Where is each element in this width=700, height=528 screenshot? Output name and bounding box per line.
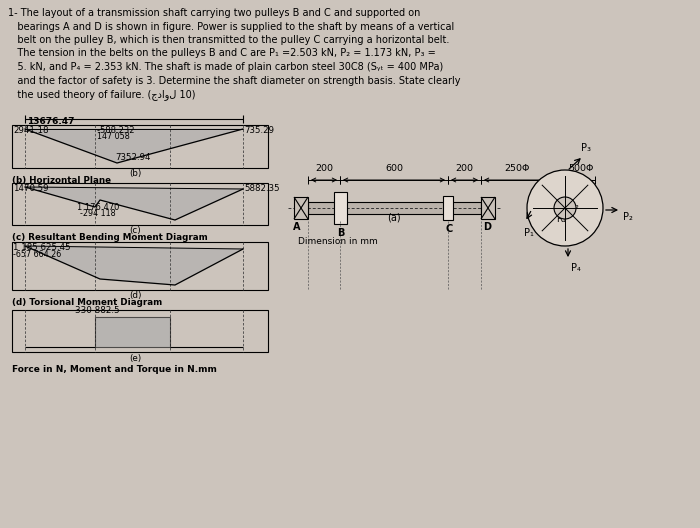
Text: 2941.18: 2941.18 bbox=[13, 126, 48, 135]
Bar bbox=[308, 202, 481, 214]
Text: P₁: P₁ bbox=[524, 228, 534, 238]
Text: -588 232: -588 232 bbox=[97, 126, 134, 135]
Polygon shape bbox=[25, 187, 243, 220]
Text: B: B bbox=[337, 228, 344, 238]
Text: Force in N, Moment and Torque in N.mm: Force in N, Moment and Torque in N.mm bbox=[12, 365, 217, 374]
Text: R₁: R₁ bbox=[556, 215, 566, 224]
Text: 200: 200 bbox=[315, 164, 333, 173]
Text: (c): (c) bbox=[129, 226, 141, 235]
Bar bbox=[12, 183, 268, 225]
Text: A: A bbox=[293, 222, 300, 232]
Bar bbox=[12, 125, 268, 168]
Text: C: C bbox=[445, 224, 452, 234]
Text: and the factor of safety is 3. Determine the shaft diameter on strength basis. S: and the factor of safety is 3. Determine… bbox=[8, 76, 461, 86]
Text: (e): (e) bbox=[129, 354, 141, 363]
Text: The tension in the belts on the pulleys B and C are P₁ =2.503 kN, P₂ = 1.173 kN,: The tension in the belts on the pulleys … bbox=[8, 49, 435, 59]
Text: 7352.94: 7352.94 bbox=[115, 153, 150, 162]
Text: 200: 200 bbox=[456, 164, 473, 173]
Text: P₄: P₄ bbox=[571, 263, 581, 273]
Text: 147 058: 147 058 bbox=[97, 132, 130, 141]
Text: (d): (d) bbox=[129, 291, 141, 300]
Bar bbox=[443, 196, 453, 220]
Text: 1 176 470: 1 176 470 bbox=[77, 203, 120, 212]
Circle shape bbox=[527, 170, 603, 246]
Text: P₂: P₂ bbox=[623, 212, 633, 222]
Text: 1470.59: 1470.59 bbox=[13, 184, 48, 193]
Bar bbox=[334, 192, 347, 224]
Text: 13676.47: 13676.47 bbox=[27, 117, 74, 126]
Text: -294 118: -294 118 bbox=[80, 209, 116, 218]
Text: 250Φ: 250Φ bbox=[504, 164, 530, 173]
Text: (c) Resultant Bending Moment Diagram: (c) Resultant Bending Moment Diagram bbox=[12, 233, 208, 242]
Text: -657 664.26: -657 664.26 bbox=[13, 250, 62, 259]
Text: 1- The layout of a transmission shaft carrying two pulleys B and C and supported: 1- The layout of a transmission shaft ca… bbox=[8, 8, 421, 18]
Bar bbox=[95, 317, 170, 347]
Text: 330 882.5: 330 882.5 bbox=[75, 306, 120, 315]
Bar bbox=[12, 310, 268, 352]
Text: 500Φ: 500Φ bbox=[568, 164, 594, 173]
Bar bbox=[12, 242, 268, 290]
Bar bbox=[481, 197, 495, 219]
Polygon shape bbox=[25, 246, 243, 285]
Text: D: D bbox=[483, 222, 491, 232]
Text: (b) Horizontal Plane: (b) Horizontal Plane bbox=[12, 176, 111, 185]
Text: Dimension in mm: Dimension in mm bbox=[298, 237, 378, 246]
Polygon shape bbox=[25, 129, 243, 163]
Circle shape bbox=[554, 197, 576, 219]
Text: 1 185 625.45: 1 185 625.45 bbox=[13, 243, 71, 252]
Text: 600: 600 bbox=[385, 164, 403, 173]
Bar bbox=[294, 197, 308, 219]
Text: (a): (a) bbox=[387, 213, 401, 223]
Text: the used theory of failure. (جداول 10): the used theory of failure. (جداول 10) bbox=[8, 89, 195, 100]
Text: (d) Torsional Moment Diagram: (d) Torsional Moment Diagram bbox=[12, 298, 162, 307]
Text: 5. kN, and P₄ = 2.353 kN. The shaft is made of plain carbon steel 30C8 (Sᵧₜ = 40: 5. kN, and P₄ = 2.353 kN. The shaft is m… bbox=[8, 62, 443, 72]
Text: R₂: R₂ bbox=[569, 202, 579, 211]
Text: P₃: P₃ bbox=[581, 143, 591, 153]
Text: (b): (b) bbox=[129, 169, 141, 178]
Text: bearings A and D is shown in figure. Power is supplied to the shaft by means of : bearings A and D is shown in figure. Pow… bbox=[8, 22, 454, 32]
Text: 5882.35: 5882.35 bbox=[244, 184, 279, 193]
Text: belt on the pulley B, which is then transmitted to the pulley C carrying a horiz: belt on the pulley B, which is then tran… bbox=[8, 35, 449, 45]
Text: 735.29: 735.29 bbox=[244, 126, 274, 135]
